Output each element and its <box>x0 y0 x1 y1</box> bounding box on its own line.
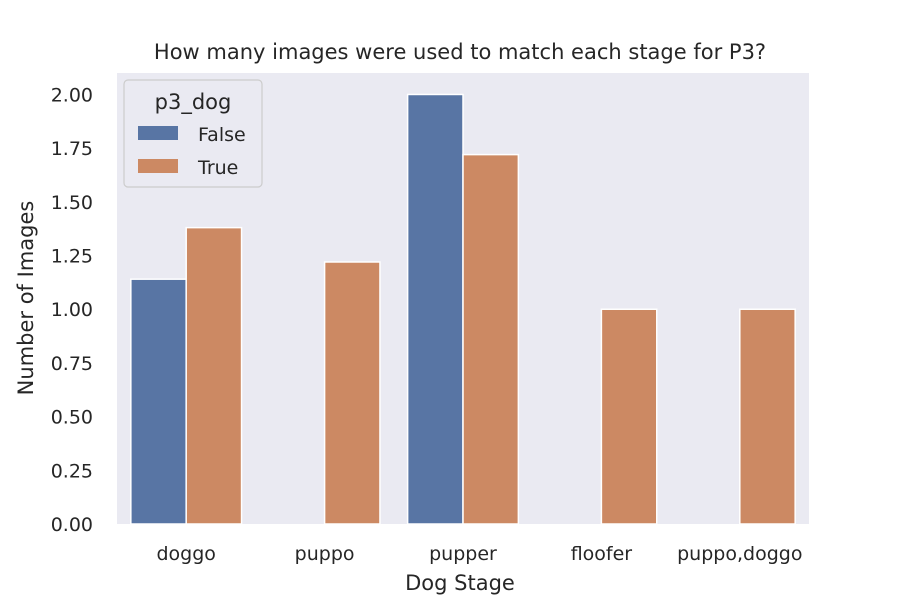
x-tick-label: puppo <box>295 543 355 565</box>
x-tick-label: puppo,doggo <box>677 543 802 565</box>
y-tick-label: 1.25 <box>51 246 93 268</box>
y-tick-label: 0.00 <box>51 514 93 536</box>
y-ticks: 0.00 0.25 0.50 0.75 1.00 1.25 1.50 1.75 2.00 <box>51 84 93 536</box>
x-tick-label: floofer <box>571 543 633 565</box>
y-tick-label: 2.00 <box>51 84 93 106</box>
x-tick-label: doggo <box>156 543 215 565</box>
bar-doggo-true <box>185 226 243 525</box>
bar-puppo-doggo-true <box>739 308 796 525</box>
x-ticks: doggo puppo pupper floofer puppo,doggo <box>156 543 802 565</box>
y-tick-label: 1.75 <box>51 138 93 160</box>
x-tick-label: pupper <box>429 543 497 565</box>
chart-title: How many images were used to match each … <box>154 40 766 64</box>
legend-swatch-true <box>138 159 178 173</box>
bar-doggo-false <box>130 278 187 525</box>
y-axis-label: Number of Images <box>14 201 38 396</box>
bar-pupper-false <box>406 93 464 525</box>
legend-title: p3_dog <box>155 90 232 115</box>
y-tick-label: 0.25 <box>51 460 93 482</box>
legend-label-false: False <box>198 124 246 146</box>
legend-swatch-false <box>138 126 178 140</box>
y-tick-label: 0.50 <box>51 407 93 429</box>
bar-puppo-true <box>323 261 381 525</box>
bars-layer <box>130 93 796 525</box>
x-axis-label: Dog Stage <box>405 571 515 595</box>
y-tick-label: 0.75 <box>51 353 93 375</box>
bar-pupper-true <box>462 153 520 525</box>
bar-floofer-true <box>600 308 658 525</box>
legend-label-true: True <box>197 157 238 179</box>
y-tick-label: 1.00 <box>51 299 93 321</box>
y-tick-label: 1.50 <box>51 192 93 214</box>
legend: p3_dog False True <box>123 79 263 188</box>
